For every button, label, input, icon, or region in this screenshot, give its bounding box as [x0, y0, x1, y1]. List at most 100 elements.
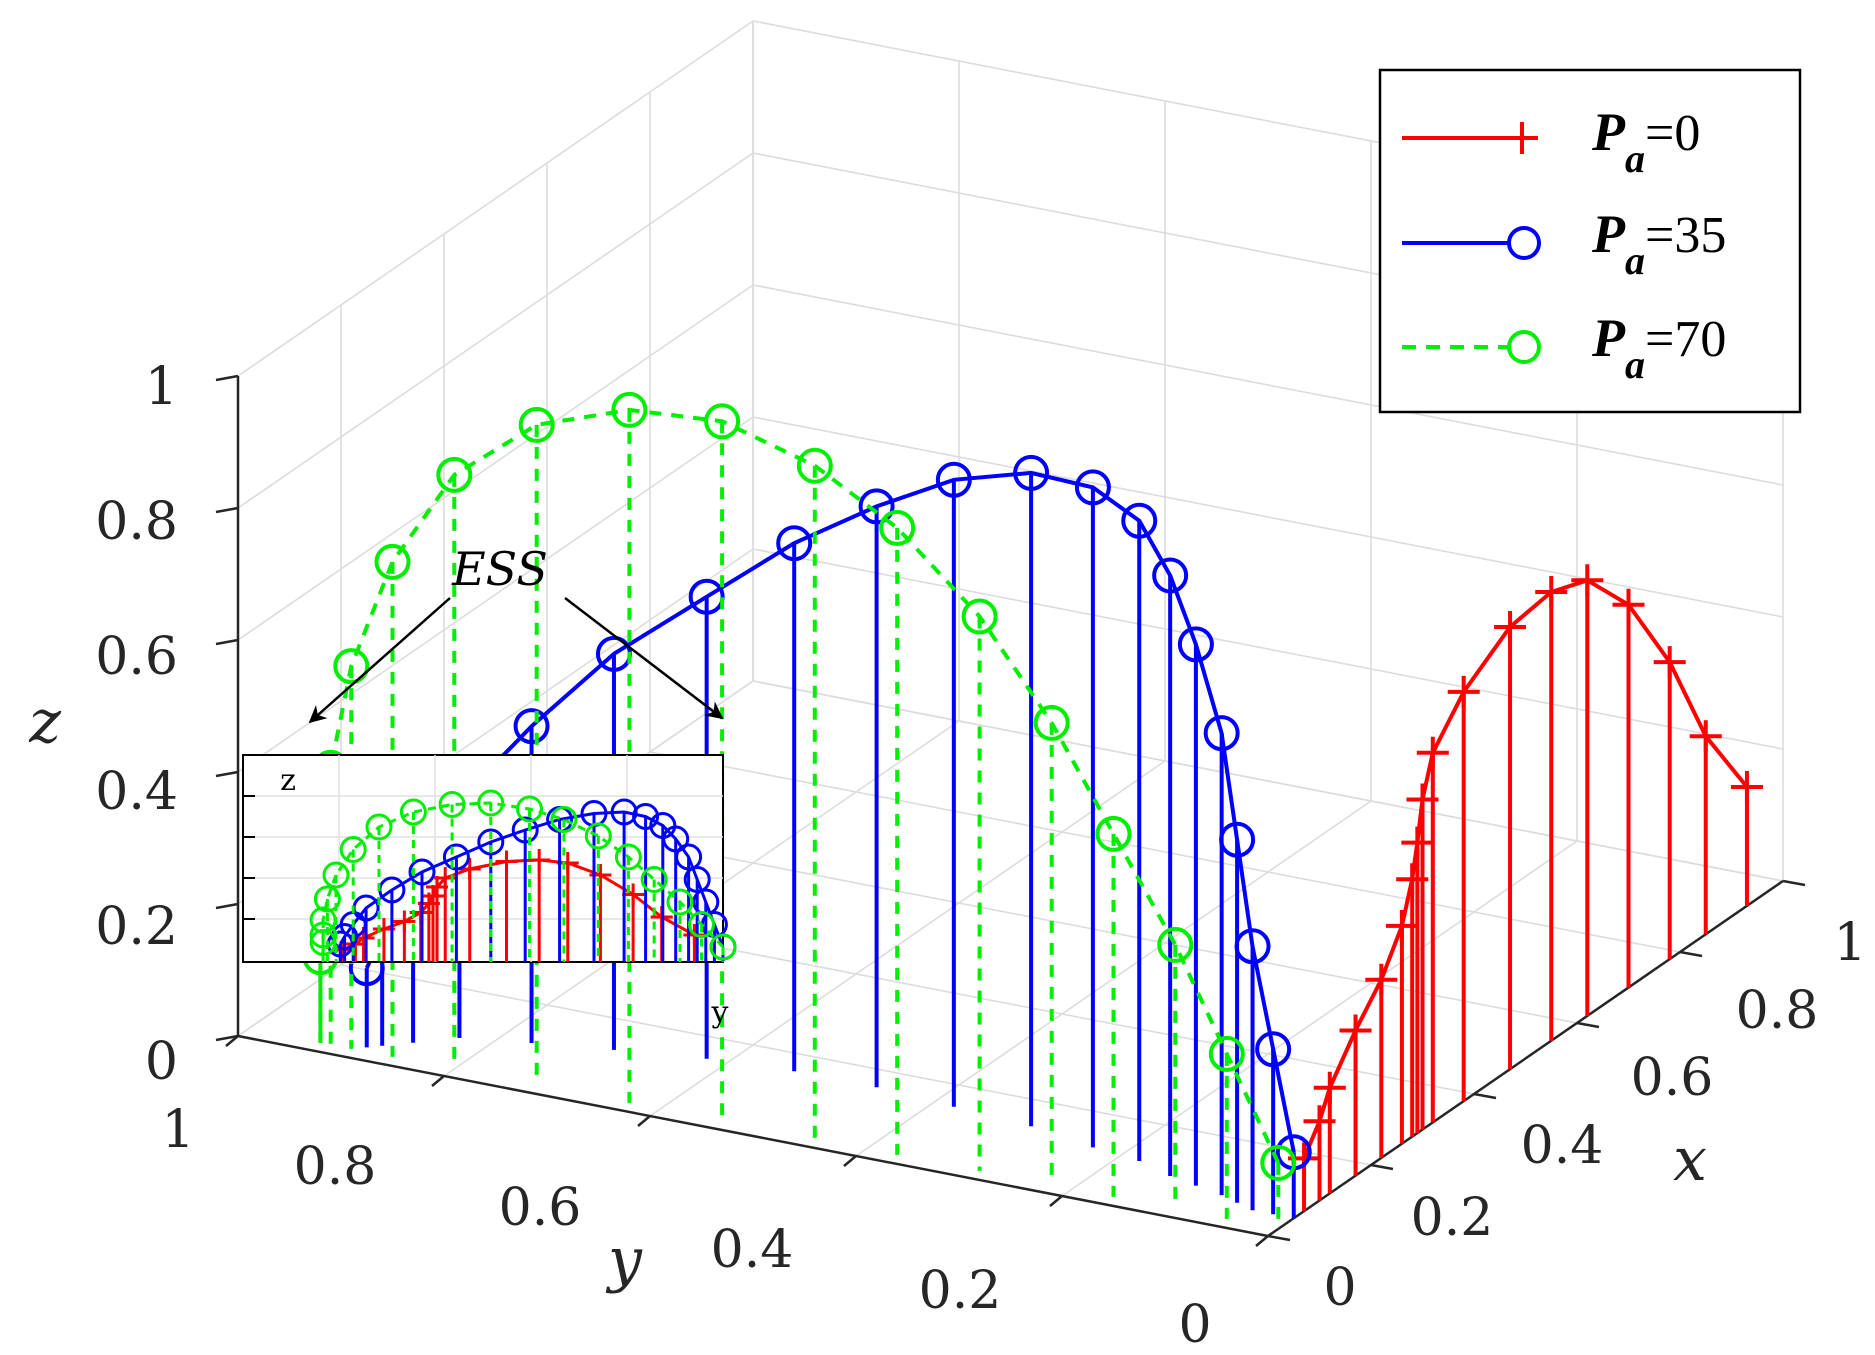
inset-frame: [242, 754, 724, 963]
data-point: [333, 648, 370, 685]
data-point: [1571, 564, 1604, 597]
y-tick-label: 1: [161, 1100, 194, 1160]
inset-point: [614, 843, 642, 871]
grid-line: [752, 680, 1784, 882]
ess-arrow-right: [564, 597, 724, 720]
data-point: [688, 578, 725, 615]
ess-label: ESS: [451, 542, 548, 596]
x-tick-label: 0: [1323, 1258, 1356, 1318]
data-point: [1406, 783, 1439, 816]
inset-point: [477, 789, 505, 817]
inset-point: [584, 822, 612, 850]
data-point: [1612, 588, 1645, 621]
grid-line: [855, 800, 1372, 1157]
data-point: [1074, 469, 1111, 506]
y-tick-label: 0: [1178, 1295, 1211, 1355]
data-point: [1535, 575, 1568, 608]
data-point: [1177, 626, 1214, 663]
x-tick: [1267, 1234, 1291, 1242]
z-tick-labels: 1 0.8 0.6 0.4 0.2 0: [95, 357, 178, 1092]
grid-line: [237, 284, 754, 641]
ess-annotation: ESS: [308, 542, 724, 724]
inset-point: [309, 929, 337, 956]
inset-point: [365, 813, 393, 841]
z-tick-label: 0.2: [95, 897, 178, 957]
y-tick-label: 0.2: [919, 1261, 1002, 1321]
inset-point: [675, 843, 703, 871]
data-point: [1260, 1144, 1297, 1181]
legend-marker-circle: [1507, 330, 1541, 364]
inset-point: [399, 798, 427, 826]
data-point: [436, 456, 473, 493]
inset-point: [426, 876, 449, 898]
inset-point: [688, 911, 715, 938]
grid-line: [752, 416, 1784, 618]
z-tick: [215, 374, 239, 382]
data-point: [1013, 454, 1050, 491]
data-point: [935, 461, 972, 498]
legend-marker-plus: [1506, 122, 1538, 154]
legend-label-pa35: Pa=35: [1591, 204, 1726, 283]
data-point: [1255, 1031, 1292, 1068]
inset-point: [683, 866, 711, 893]
inset-point: [632, 803, 660, 830]
legend-marker-circle: [1507, 226, 1541, 260]
axis-lines: [215, 374, 1806, 1247]
data-point: [1121, 502, 1158, 539]
data-point: [1401, 826, 1434, 859]
data-point: [1157, 926, 1194, 963]
x-tick-label: 0.2: [1411, 1188, 1494, 1248]
inset-point: [339, 836, 367, 863]
inset-point: [438, 791, 466, 818]
ess-arrow-left: [308, 597, 451, 724]
grid-line: [237, 152, 754, 509]
series-0: [1288, 564, 1763, 1212]
y-tick: [225, 1035, 239, 1047]
data-point: [1033, 704, 1070, 741]
inset-point: [610, 798, 638, 826]
data-point: [961, 598, 998, 635]
y-tick-label: 0.6: [499, 1178, 582, 1238]
inset-point: [309, 921, 337, 949]
legend-entry-pa35: Pa=35: [1402, 204, 1726, 283]
legend-label-pa0: Pa=0: [1591, 102, 1700, 181]
x-axis-label: x: [1673, 1125, 1707, 1195]
grid-line: [340, 964, 1372, 1166]
y-tick: [637, 1115, 651, 1127]
inset-point: [442, 843, 470, 871]
data-point: [1339, 1014, 1372, 1047]
y-tick: [431, 1075, 445, 1087]
data-point: [1730, 771, 1763, 804]
data-point: [704, 403, 741, 440]
inset-point: [516, 795, 543, 823]
grid-line: [752, 284, 1784, 486]
z-tick: [215, 770, 239, 778]
x-axis-line: [1267, 879, 1784, 1238]
inset-point: [313, 885, 341, 913]
y-tick-label: 0.4: [711, 1220, 794, 1280]
inset-point: [322, 861, 350, 889]
data-point: [1494, 610, 1527, 643]
x-tick-label: 0.4: [1521, 1116, 1604, 1176]
data-point: [1152, 557, 1189, 594]
z-tick-label: 0.8: [95, 492, 178, 552]
data-point: [858, 488, 895, 525]
x-tick: [1576, 1021, 1600, 1029]
x-tick-label: 0.8: [1736, 981, 1819, 1041]
data-point: [879, 509, 916, 546]
data-point: [1303, 1105, 1336, 1138]
series-curve: [1302, 578, 1749, 1160]
data-point: [796, 447, 833, 484]
inset-point: [477, 828, 505, 856]
data-point: [1416, 736, 1449, 769]
data-point: [1365, 963, 1398, 996]
grid-line: [237, 20, 754, 377]
data-point: [1689, 720, 1722, 753]
x-tick-label: 1: [1833, 913, 1866, 973]
legend-label-pa70: Pa=70: [1591, 308, 1726, 387]
z-tick: [215, 1034, 239, 1042]
inset-point: [528, 849, 551, 871]
inset-point: [408, 858, 436, 886]
data-point: [1203, 715, 1240, 752]
